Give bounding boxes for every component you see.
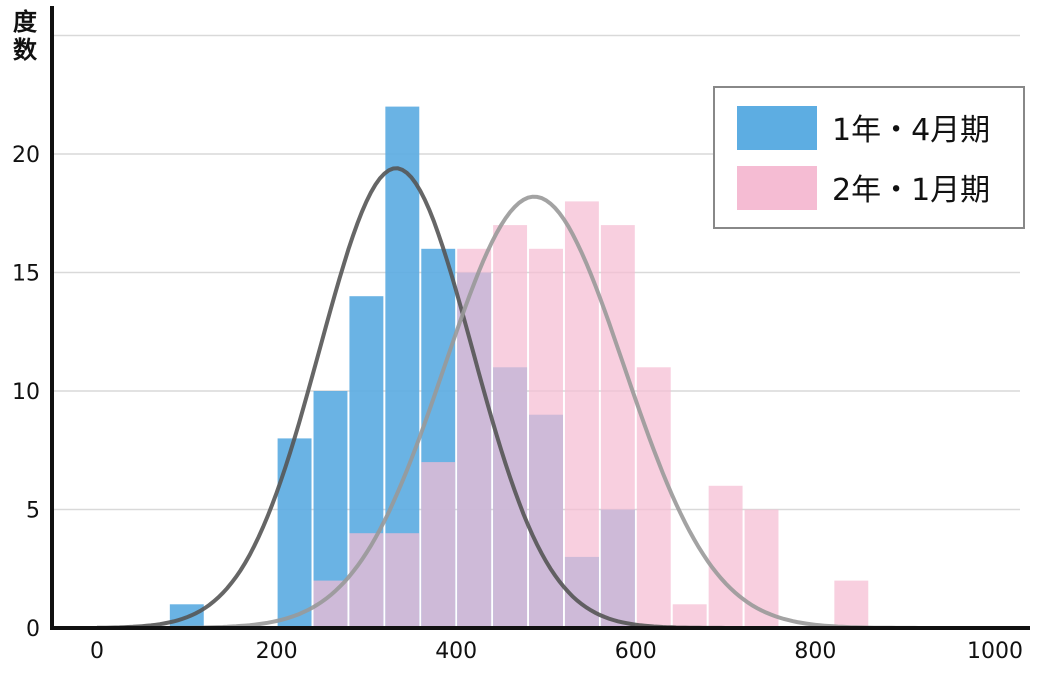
- x-tick-400: 400: [435, 639, 477, 664]
- y-tick-5: 5: [26, 499, 40, 524]
- legend-swatch-1: [737, 106, 817, 150]
- y-tick-15: 15: [12, 262, 40, 287]
- bar-series2-700: [708, 485, 743, 628]
- legend-label-2: 2年・1月期: [832, 173, 990, 208]
- y-tick-10: 10: [12, 380, 40, 405]
- y-tick-20: 20: [12, 143, 40, 168]
- bar-series2-380: [421, 462, 456, 628]
- bars-group: [169, 106, 869, 629]
- bar-series2-620: [636, 367, 671, 628]
- y-label-char-1: 数: [13, 36, 38, 64]
- y-axis-label: 度数: [13, 8, 38, 64]
- x-tick-200: 200: [256, 639, 298, 664]
- bar-series2-300: [349, 533, 384, 628]
- bar-series1-220: [277, 438, 312, 628]
- bar-series2-460: [493, 225, 528, 628]
- bar-series2-660: [672, 604, 707, 628]
- x-tick-800: 800: [794, 639, 836, 664]
- axes: [50, 6, 1030, 630]
- x-tick-1000: 1000: [967, 639, 1023, 664]
- tick-labels: 0 200 400 600 800 1000 0 5 10 15 20: [12, 143, 1023, 664]
- bar-series2-340: [385, 533, 420, 628]
- bar-series2-540: [564, 201, 599, 628]
- bar-series2-840: [834, 580, 869, 628]
- y-label-char-0: 度: [13, 8, 38, 36]
- y-tick-0: 0: [26, 617, 40, 642]
- legend-swatch-2: [737, 166, 817, 210]
- legend: 1年・4月期 2年・1月期: [713, 86, 1025, 229]
- x-tick-600: 600: [615, 639, 657, 664]
- x-tick-0: 0: [90, 639, 104, 664]
- legend-label-1: 1年・4月期: [832, 113, 990, 148]
- bar-series2-500: [529, 248, 563, 629]
- bar-series2-580: [600, 225, 635, 628]
